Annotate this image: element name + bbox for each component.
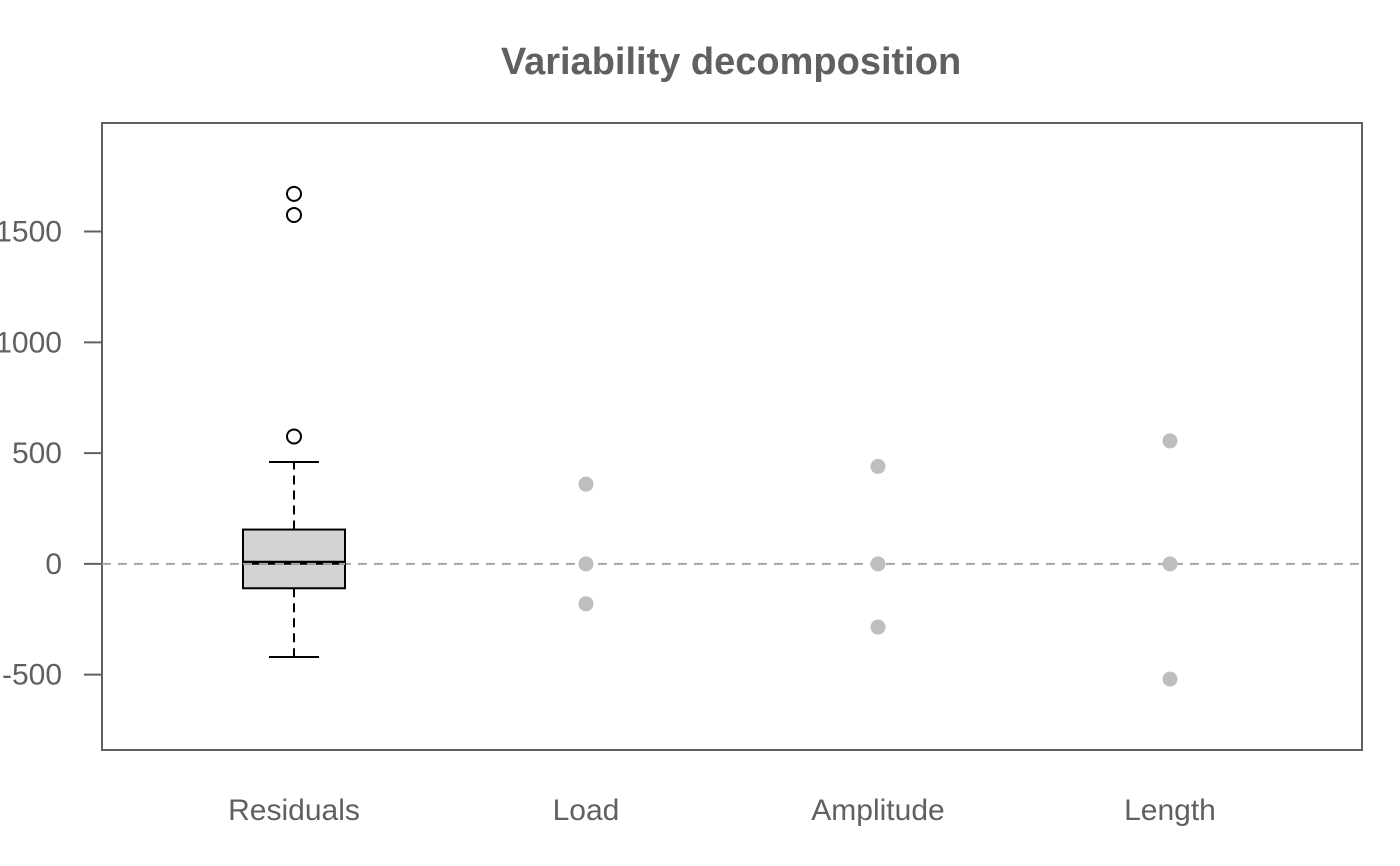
data-point <box>578 476 594 492</box>
outlier-point <box>286 428 302 445</box>
outlier-point <box>286 185 302 202</box>
x-axis: Residuals Load Amplitude Length <box>228 794 1216 827</box>
data-point <box>1162 671 1178 687</box>
data-point <box>1162 556 1178 572</box>
data-point <box>578 596 594 612</box>
y-tick-label: 500 <box>12 437 62 470</box>
data-point <box>870 556 886 572</box>
y-tick-label: 1000 <box>0 326 62 359</box>
y-tick-label: -500 <box>2 659 62 692</box>
x-category-label: Amplitude <box>811 794 944 827</box>
outlier-point <box>286 206 302 223</box>
data-point <box>1162 433 1178 449</box>
y-tick-label: 0 <box>45 548 62 581</box>
x-category-label: Load <box>553 794 620 827</box>
chart-title: Variability decomposition <box>501 41 961 83</box>
boxplot-group <box>242 185 346 658</box>
data-point <box>870 458 886 474</box>
data-point <box>870 619 886 635</box>
data-point <box>578 556 594 572</box>
points-group <box>578 433 1178 687</box>
y-tick-label: 1500 <box>0 216 62 249</box>
x-category-label: Length <box>1124 794 1216 827</box>
iqr-box <box>242 528 346 590</box>
x-category-label: Residuals <box>228 794 360 827</box>
plot-frame <box>101 122 1363 751</box>
y-axis: -500 0 500 1000 1500 <box>0 216 102 692</box>
